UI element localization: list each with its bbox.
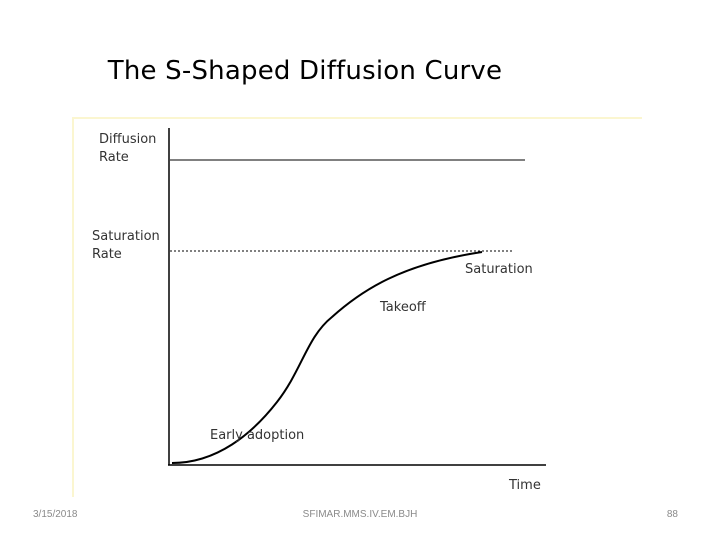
slide-title: The S-Shaped Diffusion Curve	[107, 56, 503, 86]
diffusion-diagram: Diffusion Rate Saturation Rate Saturatio…	[72, 117, 642, 497]
stage-early-adoption-label: Early adoption	[210, 428, 304, 443]
stage-takeoff-label: Takeoff	[379, 300, 427, 315]
x-axis-label: Time	[508, 478, 541, 493]
diffusion-diagram-svg: Diffusion Rate Saturation Rate Saturatio…	[92, 128, 546, 493]
saturation-rate-label-line2: Rate	[92, 247, 122, 262]
saturation-rate-label-line1: Saturation	[92, 229, 160, 244]
y-axis-label-line2: Rate	[99, 150, 129, 165]
footer-date: 3/15/2018	[33, 509, 78, 520]
y-axis-label-line1: Diffusion	[99, 132, 156, 147]
s-curve	[171, 251, 483, 464]
page-number: 88	[666, 509, 678, 520]
stage-saturation-label: Saturation	[465, 262, 533, 277]
footer-text: SFIMAR.MMS.IV.EM.BJH	[302, 509, 418, 520]
